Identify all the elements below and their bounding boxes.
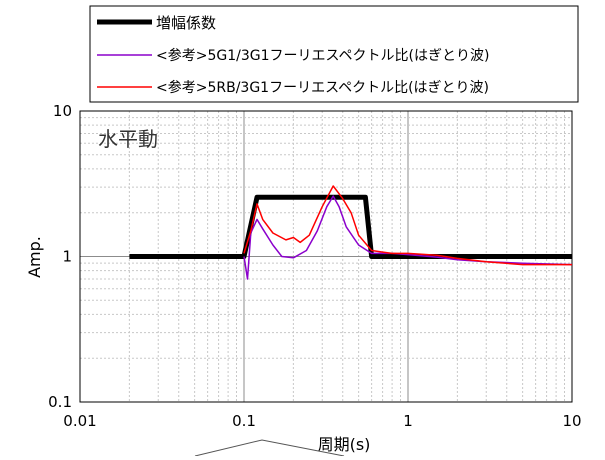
series-line-3: [243, 185, 572, 266]
legend-box: [89, 5, 579, 103]
x-tick-label: 0.01: [63, 412, 96, 430]
x-tick-label: 10: [562, 412, 581, 430]
y-axis-label: Amp.: [25, 236, 44, 278]
callout-lines: [194, 439, 345, 457]
series-line-1: [129, 194, 572, 259]
y-tick-label: 1: [62, 248, 72, 266]
legend-label-series-2: <参考>5G1/3G1フーリエスペクトル比(はぎとり波): [156, 47, 489, 64]
x-axis-label: 周期(s): [318, 435, 371, 454]
series-layer: [129, 185, 573, 280]
legend-label-series-1: 増幅係数: [156, 14, 216, 32]
y-tick-label: 0.1: [48, 393, 72, 411]
y-tick-label: 10: [53, 102, 72, 120]
series-line-2: [243, 195, 573, 280]
x-tick-label: 1: [403, 412, 413, 430]
annotation-label: 水平動: [98, 127, 158, 151]
x-tick-label: 0.1: [232, 412, 256, 430]
legend-label-series-3: <参考>5RB/3G1フーリエスペクトル比(はぎとり波): [156, 79, 489, 96]
legend: 増幅係数 <参考>5G1/3G1フーリエスペクトル比(はぎとり波) <参考>5R…: [89, 5, 579, 103]
